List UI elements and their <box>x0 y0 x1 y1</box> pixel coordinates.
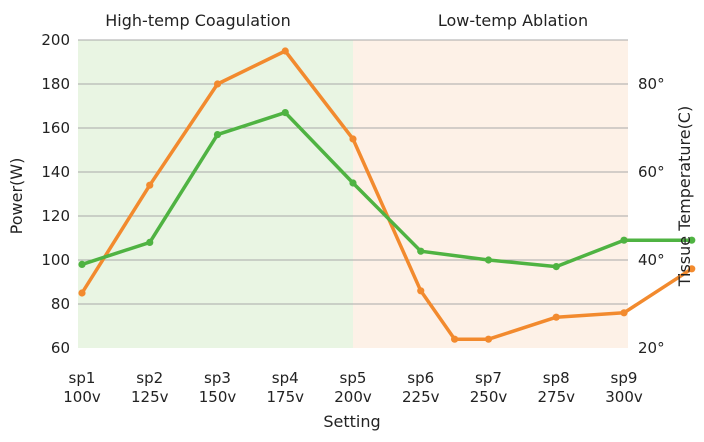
y-tick-label: 200 <box>41 31 70 49</box>
region-label-ablation: Low-temp Ablation <box>438 11 588 30</box>
data-point <box>349 179 357 187</box>
data-point <box>620 236 628 244</box>
data-point <box>213 131 222 139</box>
y-tick-label: 180 <box>41 75 70 93</box>
series-line-1 <box>80 110 694 269</box>
data-point <box>281 109 289 117</box>
y-tick-label: 100 <box>41 251 70 269</box>
data-point <box>146 238 154 246</box>
x-tick-label: sp2 125v <box>131 369 169 406</box>
data-point <box>484 335 493 343</box>
data-point <box>417 287 425 295</box>
data-point <box>552 263 560 271</box>
data-point <box>451 335 459 343</box>
region-0 <box>78 40 353 348</box>
y-tick-label: 80 <box>51 295 70 313</box>
grid-lines <box>78 39 628 305</box>
y2-axis-ticks: 20° 40° 60° 80° <box>638 75 665 357</box>
data-point <box>146 181 154 189</box>
x-tick-label: sp3 150v <box>199 369 237 406</box>
data-point <box>552 313 560 321</box>
region-1 <box>353 40 628 348</box>
x-tick-label: sp7 250v <box>470 369 508 406</box>
y2-axis-label: Tissue Temperature(C) <box>675 106 694 287</box>
data-point <box>281 47 289 55</box>
data-point <box>78 289 86 297</box>
x-tick-label: sp1 100v <box>63 369 101 406</box>
x-tick-label: sp5 200v <box>334 369 372 406</box>
y2-tick-label: 20° <box>638 339 665 357</box>
x-tick-label: sp8 275v <box>537 369 575 406</box>
y-tick-label: 140 <box>41 163 70 181</box>
x-axis-ticks: sp1 100v sp2 125v sp3 150v sp4 175v sp5 200v sp6 22… <box>63 369 643 406</box>
data-point <box>78 260 86 268</box>
data-point <box>417 247 425 255</box>
y2-tick-label: 40° <box>638 251 665 269</box>
y-tick-label: 120 <box>41 207 70 225</box>
y2-tick-label: 80° <box>638 75 665 93</box>
data-point <box>620 309 628 317</box>
y-axis-ticks: 60 80 100 120 140 160 180 200 <box>41 31 70 357</box>
data-point <box>484 256 493 264</box>
data-point <box>688 265 696 273</box>
x-tick-label: sp9 300v <box>605 369 643 406</box>
y-axis-label: Power(W) <box>7 158 26 235</box>
x-tick-label: sp4 175v <box>266 369 304 406</box>
region-label-coagulation: High-temp Coagulation <box>105 11 290 30</box>
y-tick-label: 160 <box>41 119 70 137</box>
y2-tick-label: 60° <box>638 163 665 181</box>
series-lines <box>78 47 696 343</box>
data-point <box>688 236 696 244</box>
y-tick-label: 60 <box>51 339 70 357</box>
region-backgrounds <box>78 40 628 348</box>
x-tick-label: sp6 225v <box>402 369 440 406</box>
data-point <box>349 135 357 143</box>
data-point <box>213 80 222 88</box>
x-axis-label: Setting <box>323 412 380 431</box>
